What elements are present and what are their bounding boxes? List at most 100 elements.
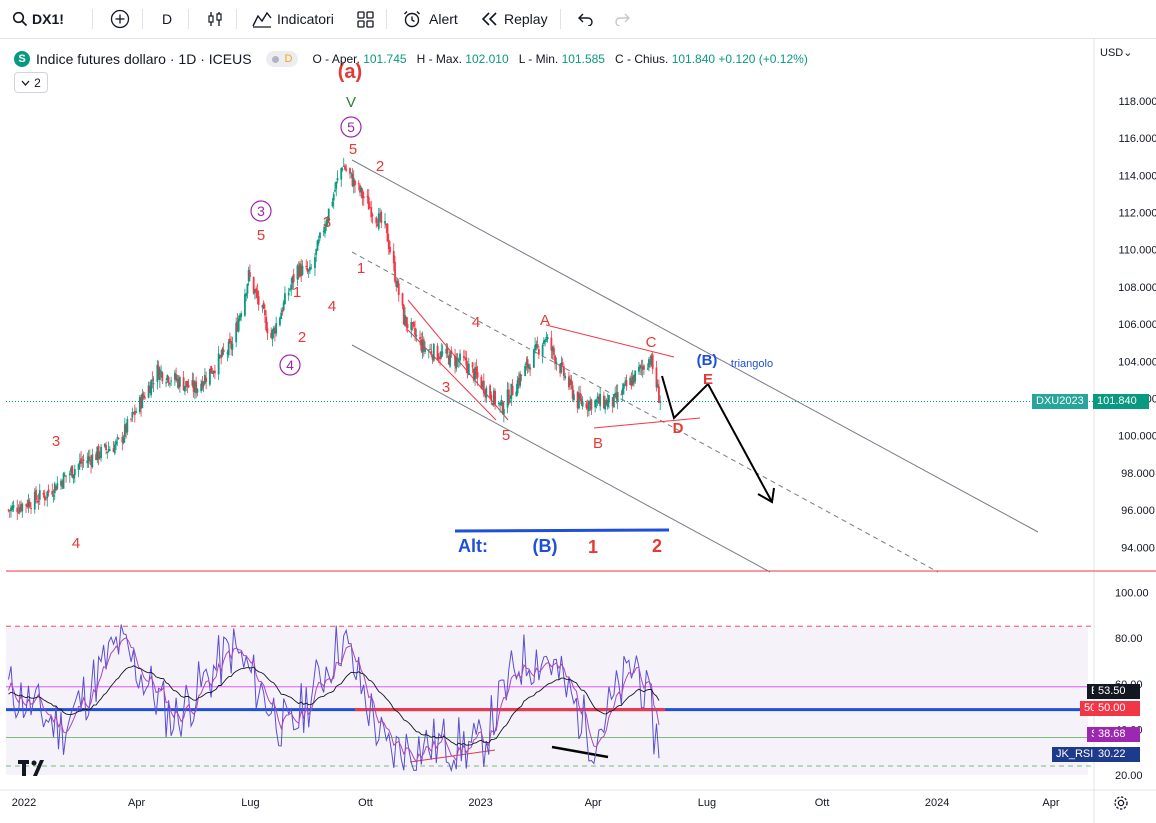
triangle-e-label[interactable]: E [703,371,713,388]
candle-body [314,257,316,269]
alt-bar-line[interactable] [454,528,670,533]
candle-body [613,394,615,408]
wave-5-top-label[interactable]: 5 [349,141,357,158]
wave-2-top-label[interactable]: 2 [376,158,384,175]
wave-a-label[interactable]: (a) [338,61,362,83]
wave-5-down-label[interactable]: 5 [502,427,510,444]
time-tick-label: 2024 [925,797,949,809]
alt-2-label[interactable]: 2 [652,536,662,556]
wave-1-down-label[interactable]: 1 [357,260,365,277]
redo-icon [615,13,630,26]
wave-circle-3-label[interactable]: 3 [257,203,265,219]
delayed-badge[interactable]: D [265,51,299,67]
candle-body [349,168,351,174]
rewind-icon [481,12,497,26]
wave-5-left-label[interactable]: 5 [257,227,265,244]
chart-type-button[interactable] [206,0,224,38]
wave-4-label[interactable]: 4 [328,298,336,315]
triangle-lower-line[interactable] [593,417,701,429]
candle-body [541,345,544,356]
alt-b-label[interactable]: (B) [533,536,558,556]
candle-body [579,392,582,399]
compare-button[interactable] [110,0,130,38]
wave-1-label[interactable]: 1 [293,284,301,301]
candle-body [270,333,273,338]
candle-body [489,385,491,397]
candle-body [113,444,116,454]
wave-circle-5-label[interactable]: 5 [347,119,355,135]
alt-1-label[interactable]: 1 [588,537,598,557]
candle-body [572,394,575,400]
wave-v-label[interactable]: V [346,94,356,111]
alert-button[interactable]: Alert [402,0,458,38]
currency-selector[interactable]: USD⌄ [1100,47,1133,59]
channel-lower-line[interactable] [351,344,771,573]
tradingview-logo[interactable] [18,760,48,781]
wave-b-label[interactable]: (B) [697,352,718,369]
candle-body [218,356,221,358]
indicators-button[interactable]: Indicatori [252,0,334,38]
candle-body [379,213,381,215]
candle-body [107,449,110,452]
candle-body [319,232,321,239]
candle-body [217,353,220,375]
candle-body [68,473,71,476]
symbol-search-button[interactable]: DX1! [12,0,64,38]
templates-button[interactable] [357,0,374,38]
legend-collapse-button[interactable]: 2 [14,72,48,93]
triangle-b-label[interactable]: B [593,435,603,452]
projection-path[interactable] [661,375,773,503]
wave-4-left-label[interactable]: 4 [72,535,80,552]
candle-body [611,397,614,407]
wave-2-label[interactable]: 2 [298,329,306,346]
candle-body [131,411,134,418]
candle-body [291,276,294,284]
wave-3-mid-label[interactable]: 3 [323,214,331,231]
candle-body [266,328,269,334]
rsi-divergence-line[interactable] [551,745,609,759]
candle-body [205,377,208,382]
replay-button[interactable]: Replay [481,0,548,38]
channel-upper-line[interactable] [351,159,1039,533]
candle-body [659,401,662,403]
candle-body [586,405,589,409]
redo-button[interactable] [614,0,632,38]
candle-body [555,362,558,364]
candles-layer [7,157,662,521]
axis-settings-button[interactable] [1113,795,1129,816]
wave-3-left-label[interactable]: 3 [52,433,60,450]
candle-body [133,410,136,415]
candle-body [177,378,180,388]
candle-body [598,396,600,404]
triangle-c-label[interactable]: C [646,334,657,351]
candle-body [380,211,383,224]
candle-body [300,264,303,277]
undo-button[interactable] [576,0,594,38]
wave-circle-4-label[interactable]: 4 [286,357,294,373]
time-tick-label: Apr [585,797,602,809]
rsi-tag-value: 53.50 [1094,684,1140,699]
candle-body [375,217,378,224]
wave-4-down-label[interactable]: 4 [472,314,480,331]
wave-3-down-label[interactable]: 3 [442,379,450,396]
triangle-a-label[interactable]: A [540,312,550,329]
candle-body [53,483,56,494]
alt-label[interactable]: Alt: [458,536,488,556]
rsi-tick-label: 20.00 [1115,770,1143,782]
symbol-title[interactable]: Indice futures dollaro · 1D · ICEUS [36,51,252,67]
candle-body [650,356,653,366]
candle-body [125,423,127,433]
price-tick-label: 108.000 [1118,282,1156,294]
candle-body [81,462,84,464]
interval-button[interactable]: D [162,0,172,38]
triangle-d-label[interactable]: D [673,420,684,437]
candle-body [274,328,276,334]
candle-body [481,381,484,387]
gear-icon [1114,796,1128,810]
channel-mid-line[interactable] [351,251,939,573]
price-tick-label: 112.000 [1119,208,1156,220]
candle-body [577,394,580,409]
triangolo-label[interactable]: triangolo [731,358,773,370]
wave-circle-3-label-ring [250,200,272,222]
